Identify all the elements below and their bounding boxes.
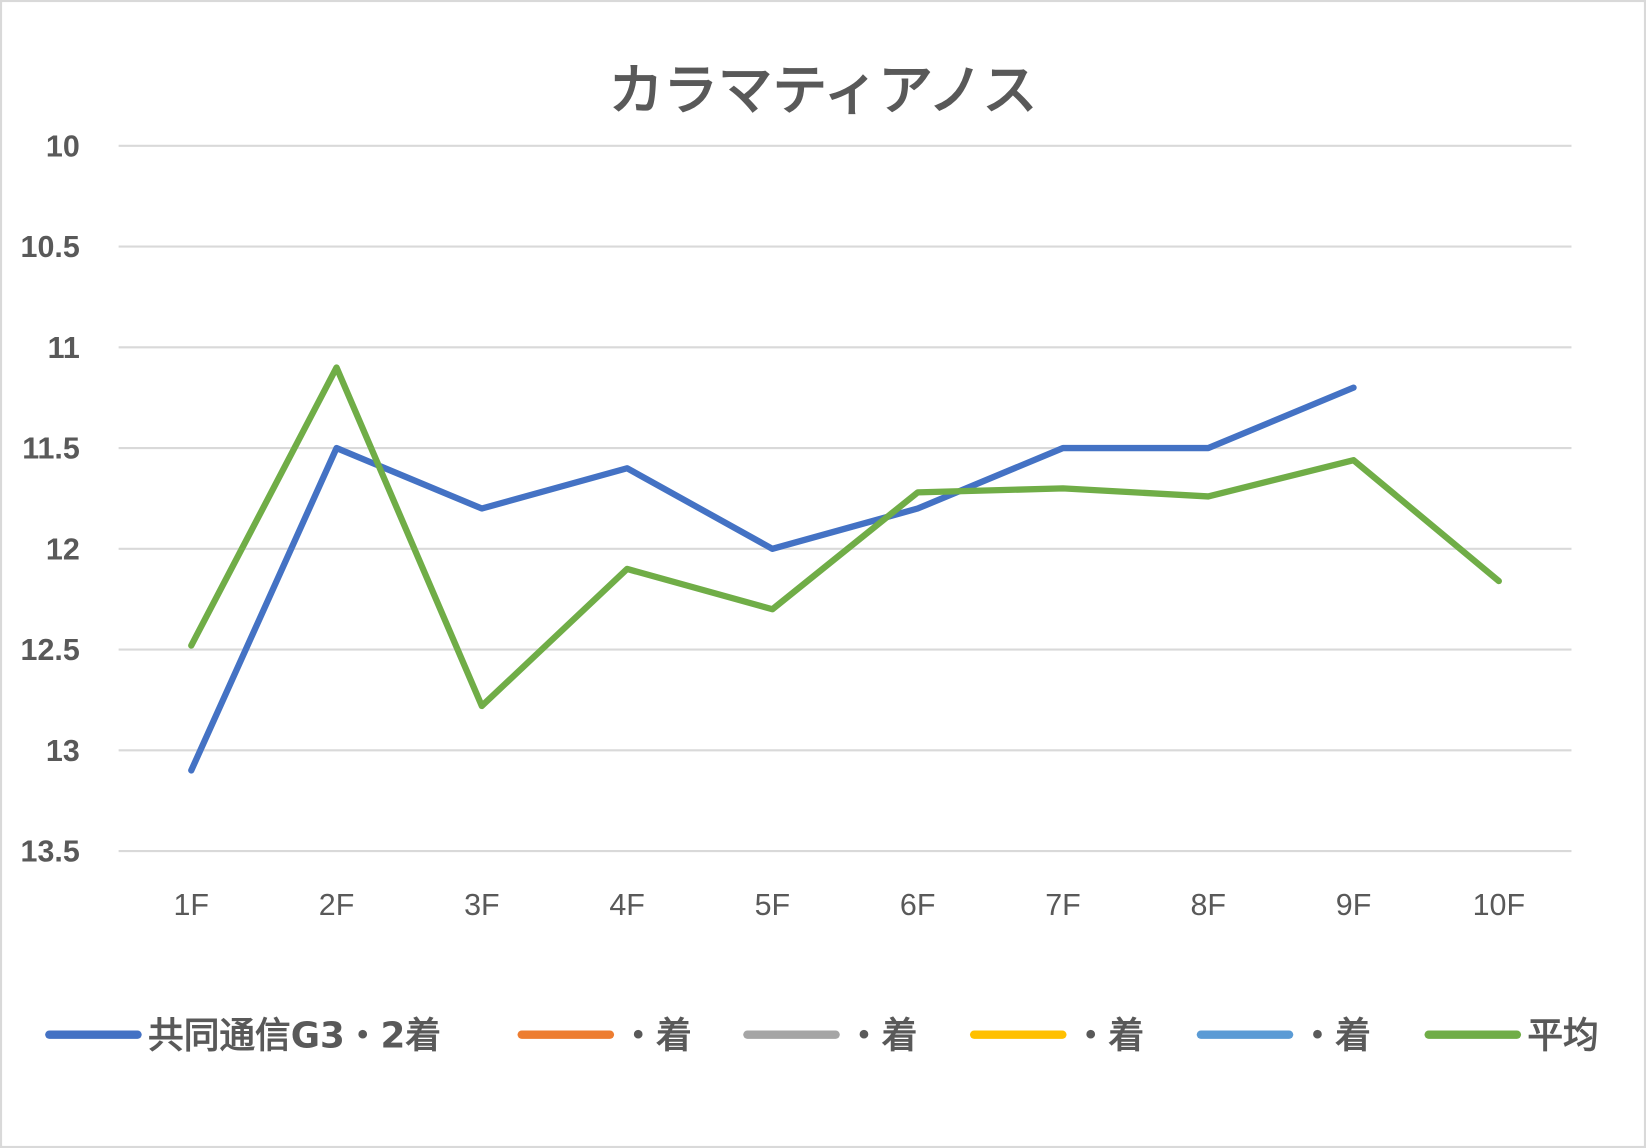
series-line-5 [188,364,1502,710]
legend-label: 共同通信G3・2着 [148,1015,441,1056]
legend-label: ・着 [846,1015,917,1056]
legend-item: ・着 [969,1015,1144,1056]
y-tick-label: 11 [48,331,80,365]
y-tick-label: 13 [46,734,80,768]
legend-label: 平均 [1527,1015,1598,1056]
y-tick-label: 10.5 [21,230,80,264]
legend-item: ・着 [517,1015,692,1056]
legend-item: 平均 [1424,1015,1599,1056]
x-tick-label: 9F [1336,888,1372,922]
y-tick-label: 12 [46,532,80,566]
legend-item: 共同通信G3・2着 [45,1015,441,1056]
x-tick-label: 1F [174,888,210,922]
x-tick-label: 3F [464,888,500,922]
x-tick-label: 7F [1045,888,1081,922]
x-tick-label: 8F [1190,888,1226,922]
legend-label: ・着 [620,1015,691,1056]
x-tick-label: 10F [1473,888,1525,922]
legend-item: ・着 [743,1015,917,1056]
x-tick-label: 2F [319,888,355,922]
y-tick-label: 10 [46,129,80,163]
x-tick-label: 4F [609,888,645,922]
y-tick-label: 13.5 [21,835,80,869]
x-tick-label: 6F [900,888,936,922]
legend-label: ・着 [1300,1015,1371,1056]
x-tick-label: 5F [755,888,791,922]
y-tick-label: 11.5 [22,432,80,466]
legend-item: ・着 [1196,1015,1371,1056]
legend-label: ・着 [1073,1015,1144,1056]
y-tick-label: 12.5 [21,633,80,667]
chart-title: カラマティアノス [609,58,1037,122]
